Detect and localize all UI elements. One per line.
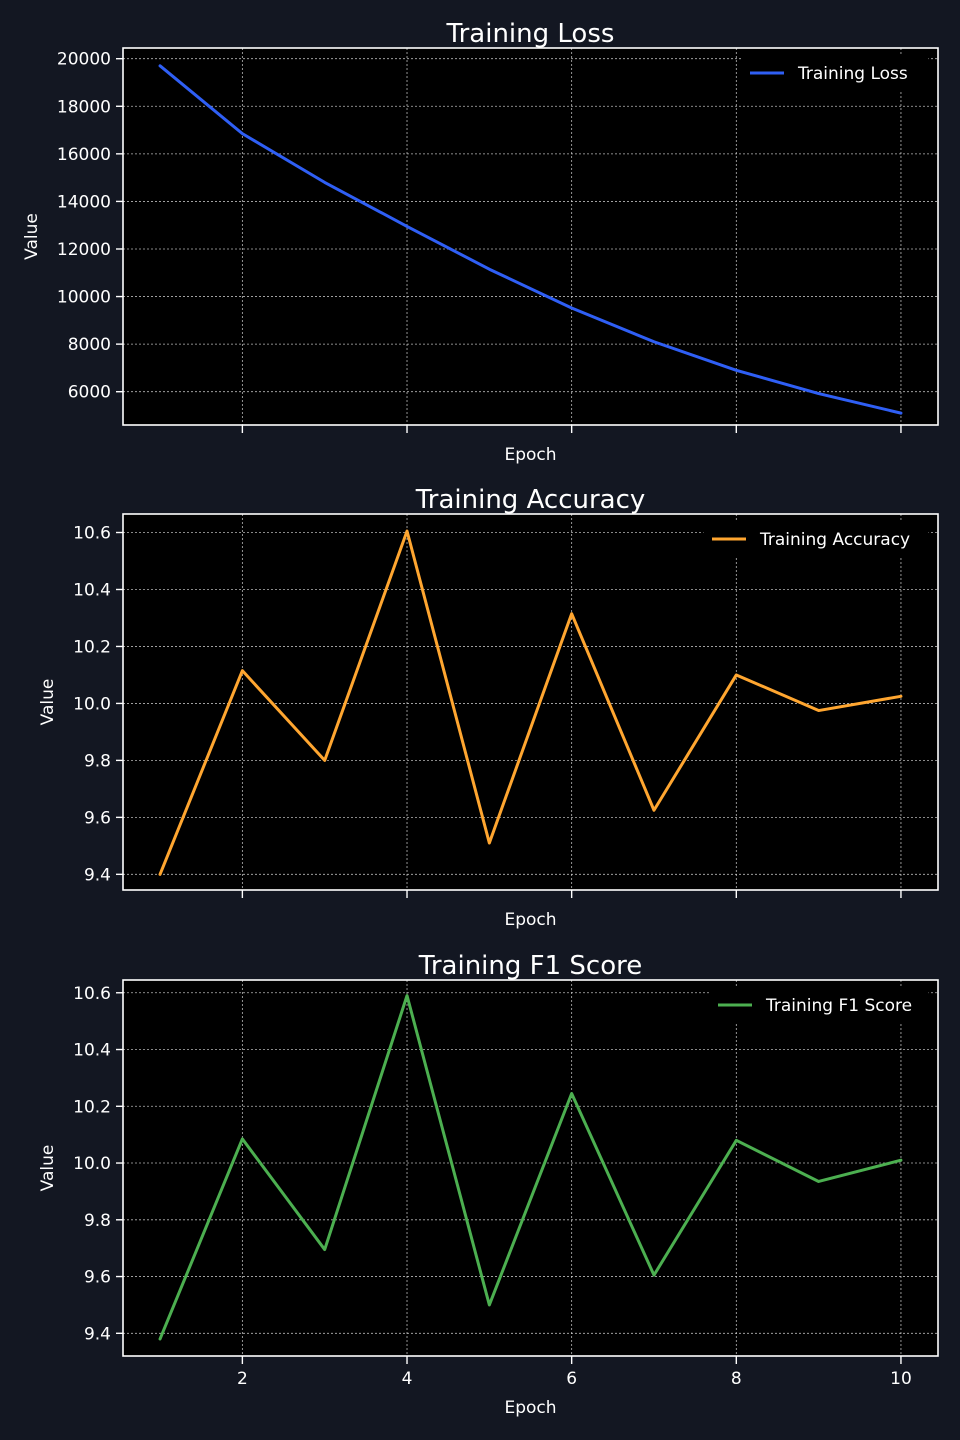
y-tick-label: 9.4 — [84, 865, 111, 885]
plot-frame — [122, 47, 939, 426]
y-axis-label: Value — [38, 679, 58, 726]
x-tick-label: 6 — [566, 1369, 577, 1389]
y-tick-label: 9.8 — [84, 1211, 111, 1231]
plot-frame — [122, 513, 939, 891]
chart-title: Training F1 Score — [418, 951, 642, 981]
y-tick-label: 16000 — [57, 145, 111, 165]
legend-label: Training Accuracy — [759, 530, 910, 550]
series-line-1 — [158, 64, 903, 415]
x-axis-label: Epoch — [504, 445, 556, 465]
plot-area — [123, 514, 938, 890]
y-tick-label: 12000 — [57, 240, 111, 260]
legend-box — [703, 521, 929, 557]
x-tick-label: 10 — [890, 1369, 912, 1389]
y-tick-label: 10.6 — [73, 984, 111, 1004]
y-tick-label: 10.4 — [73, 1041, 111, 1061]
y-tick-label: 9.4 — [84, 1324, 111, 1344]
plot-frame — [122, 979, 939, 1357]
chart-panel-3: 2 4 6 8 10 9.4 9.6 9.8 10.0 10.2 10.4 10.6 Training … — [38, 951, 939, 1418]
y-tick-label: 9.6 — [84, 1268, 111, 1288]
y-tick-label: 9.6 — [84, 808, 111, 828]
legend-label: Training F1 Score — [765, 996, 912, 1016]
x-tick-label: 2 — [237, 1369, 248, 1389]
y-tick-label: 10.4 — [73, 580, 111, 600]
y-tick-label: 18000 — [57, 97, 111, 117]
chart-panel-1: 6000 8000 10000 12000 14000 16000 18000 20000 Tr… — [22, 19, 939, 465]
legend-label: Training Loss — [797, 64, 908, 84]
chart-panel-2: 9.4 9.6 9.8 10.0 10.2 10.4 10.6 Training Accura… — [38, 485, 939, 930]
y-tick-label: 14000 — [57, 192, 111, 212]
series-line-3 — [158, 994, 903, 1341]
legend: Training Accuracy — [703, 521, 929, 557]
y-tick-label: 8000 — [68, 335, 111, 355]
legend: Training F1 Score — [709, 987, 929, 1023]
y-tick-label: 10.0 — [73, 1154, 111, 1174]
y-tick-label: 6000 — [68, 383, 111, 403]
y-tick-label: 9.8 — [84, 751, 111, 771]
legend: Training Loss — [741, 55, 929, 91]
chart-title: Training Loss — [446, 19, 615, 49]
plot-area — [123, 48, 938, 425]
y-tick-label: 10.6 — [73, 524, 111, 544]
y-tick-label: 10.2 — [73, 637, 111, 657]
y-tick-label: 10.0 — [73, 694, 111, 714]
legend-box — [709, 987, 929, 1023]
y-axis-label: Value — [22, 213, 42, 260]
series-line-2 — [158, 529, 903, 876]
y-tick-label: 20000 — [57, 50, 111, 70]
legend-box — [741, 55, 929, 91]
chart-title: Training Accuracy — [415, 485, 646, 515]
plot-area — [123, 980, 938, 1356]
y-axis-label: Value — [38, 1145, 58, 1192]
x-tick-label: 4 — [402, 1369, 413, 1389]
x-tick-label: 8 — [731, 1369, 742, 1389]
y-tick-label: 10000 — [57, 288, 111, 308]
x-axis-label: Epoch — [504, 910, 556, 930]
y-tick-label: 10.2 — [73, 1097, 111, 1117]
x-axis-label: Epoch — [504, 1398, 556, 1418]
